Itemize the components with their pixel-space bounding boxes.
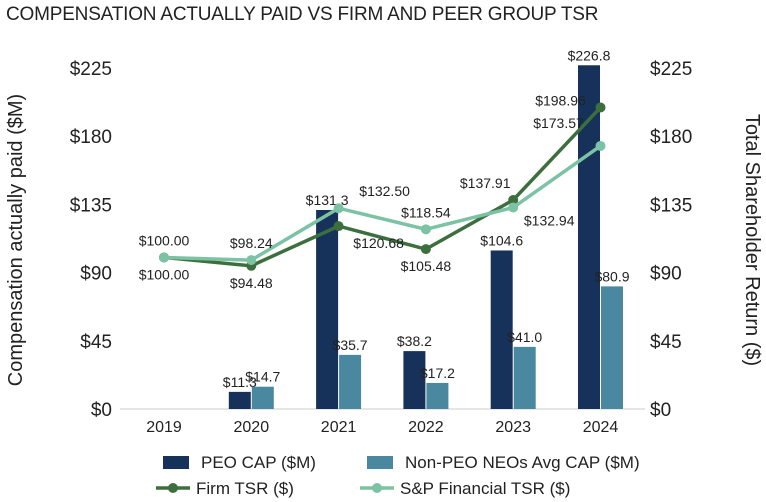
sp-tsr-label: $132.94 bbox=[524, 213, 575, 229]
peo-cap-label: $38.2 bbox=[397, 333, 432, 349]
legend-label: PEO CAP ($M) bbox=[201, 453, 316, 472]
peo-cap-bar bbox=[403, 351, 426, 409]
chart-title: COMPENSATION ACTUALLY PAID VS FIRM AND P… bbox=[6, 4, 599, 25]
sp-tsr-point bbox=[246, 255, 257, 266]
firm-tsr-label: $198.96 bbox=[535, 92, 586, 108]
sp-tsr-point bbox=[508, 202, 519, 213]
firm-tsr-label: $120.68 bbox=[353, 235, 404, 251]
peo-cap-bar bbox=[316, 210, 339, 409]
y-tick-left: $180 bbox=[70, 127, 112, 148]
neo-cap-label: $17.2 bbox=[420, 365, 455, 381]
x-tick-label: 2024 bbox=[583, 419, 619, 436]
y-axis-label-right: Total Shareholder Return ($) bbox=[741, 114, 763, 366]
neo-cap-bar bbox=[513, 346, 536, 409]
sp-tsr-line bbox=[163, 144, 602, 262]
firm-tsr-point bbox=[595, 102, 606, 113]
neo-cap-bar bbox=[426, 382, 449, 409]
x-tick-label: 2019 bbox=[146, 419, 182, 436]
legend-label: Non-PEO NEOs Avg CAP ($M) bbox=[405, 453, 640, 472]
sp-tsr-point bbox=[159, 252, 169, 263]
x-tick-label: 2022 bbox=[408, 419, 444, 436]
legend-marker bbox=[168, 483, 178, 493]
neo-cap-label: $41.0 bbox=[507, 329, 542, 345]
sp-tsr-label: $118.54 bbox=[401, 204, 451, 220]
y-tick-left: $225 bbox=[70, 59, 112, 80]
neo-cap-label: $80.9 bbox=[594, 268, 629, 284]
legend-swatch bbox=[367, 456, 393, 469]
sp-tsr-point bbox=[333, 203, 344, 214]
y-tick-left: $0 bbox=[91, 400, 112, 421]
sp-tsr-label: $132.50 bbox=[359, 183, 410, 199]
firm-tsr-point bbox=[420, 244, 431, 255]
neo-cap-bar bbox=[339, 354, 362, 409]
y-tick-right: $225 bbox=[650, 59, 692, 80]
peo-cap-bar bbox=[490, 250, 513, 409]
y-tick-right: $45 bbox=[650, 332, 682, 353]
y-tick-left: $90 bbox=[80, 264, 112, 285]
neo-cap-label: $14.7 bbox=[245, 369, 280, 385]
firm-tsr-label: $94.48 bbox=[230, 275, 273, 291]
sp-tsr-point bbox=[595, 140, 606, 151]
firm-tsr-line bbox=[163, 106, 602, 268]
firm-tsr-label: $100.00 bbox=[139, 266, 190, 282]
legend-swatch bbox=[163, 456, 189, 469]
firm-tsr-label: $105.48 bbox=[401, 258, 452, 274]
sp-tsr-label: $100.00 bbox=[139, 232, 190, 248]
legend-marker bbox=[372, 483, 382, 493]
y-tick-left: $135 bbox=[70, 195, 112, 216]
x-tick-label: 2023 bbox=[495, 419, 531, 436]
peo-cap-label: $11.3 bbox=[223, 374, 257, 390]
peo-cap-label: $104.6 bbox=[480, 232, 523, 248]
legend-label: S&P Financial TSR ($) bbox=[400, 479, 570, 498]
firm-tsr-label: $137.91 bbox=[460, 175, 511, 191]
neo-cap-bar bbox=[601, 286, 623, 409]
y-tick-right: $180 bbox=[650, 127, 692, 148]
y-axis-label-left: Compensation actually paid ($M) bbox=[5, 94, 27, 386]
y-tick-right: $135 bbox=[650, 195, 692, 216]
x-tick-label: 2021 bbox=[321, 419, 357, 436]
legend-label: Firm TSR ($) bbox=[196, 479, 294, 498]
peo-cap-label: $226.8 bbox=[568, 47, 611, 63]
neo-cap-bar bbox=[251, 386, 274, 409]
y-tick-right: $90 bbox=[650, 264, 682, 285]
firm-tsr-point bbox=[333, 221, 344, 232]
neo-cap-label: $35.7 bbox=[333, 337, 368, 353]
x-tick-label: 2020 bbox=[234, 419, 270, 436]
sp-tsr-point bbox=[420, 224, 431, 235]
y-tick-left: $45 bbox=[80, 332, 112, 353]
sp-tsr-label: $173.57 bbox=[533, 115, 584, 131]
firm-tsr-point bbox=[508, 194, 519, 205]
y-tick-right: $0 bbox=[650, 400, 671, 421]
peo-cap-bar bbox=[228, 391, 251, 409]
sp-tsr-label: $98.24 bbox=[230, 235, 273, 251]
